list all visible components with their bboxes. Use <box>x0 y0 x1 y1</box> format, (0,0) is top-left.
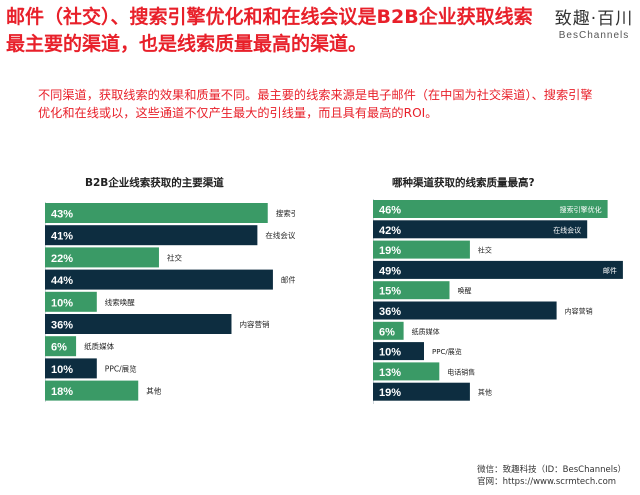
category-label-1-6: 纸质媒体 <box>412 327 440 336</box>
bar-1-0 <box>373 200 608 218</box>
footer: 微信：致趣科技（ID：BesChannels） 官网：https://www.s… <box>477 464 626 488</box>
category-label-0-5: 内容营销 <box>239 319 269 329</box>
value-label-0-7: 10% <box>51 364 73 376</box>
category-label-0-1: 在线会议 <box>265 230 295 240</box>
value-label-1-9: 19% <box>379 387 401 399</box>
category-label-0-0: 搜索引擎优化 <box>276 208 295 218</box>
value-label-1-5: 36% <box>379 306 401 318</box>
value-label-0-8: 18% <box>51 386 73 398</box>
value-label-1-0: 46% <box>379 205 401 217</box>
bar-0-6 <box>45 336 77 357</box>
bar-0-4 <box>45 291 97 312</box>
category-label-1-9: 其他 <box>478 388 492 397</box>
value-label-0-4: 10% <box>51 297 73 309</box>
value-label-0-5: 36% <box>51 320 73 332</box>
category-label-1-4: 唤醒 <box>458 286 472 295</box>
bar-0-0 <box>45 203 268 223</box>
chart-title-quality: 哪种渠道获取的线索质量最高? <box>392 177 535 189</box>
headline: 邮件（社交）、搜索引擎优化和和在线会议是B2B企业获取线索最主要的渠道，也是线索… <box>6 6 533 55</box>
category-label-0-4: 线索唤醒 <box>105 297 135 307</box>
category-label-0-6: 纸质媒体 <box>84 341 114 351</box>
value-label-0-0: 43% <box>51 209 73 221</box>
bar-1-3 <box>373 260 623 279</box>
value-label-1-1: 42% <box>379 225 401 237</box>
category-label-1-2: 社交 <box>478 246 492 255</box>
bar-1-2 <box>373 240 470 259</box>
category-label-0-8: 其他 <box>146 386 161 396</box>
bar-0-7 <box>45 358 97 379</box>
value-label-1-6: 6% <box>379 326 395 338</box>
chart-quality: 46% 搜索引擎优化 42% 在线会议 19% 社交 49% 邮件 15% 唤醒 36% 内容营销 6%… <box>373 199 623 404</box>
bar-1-4 <box>373 281 450 300</box>
bar-0-3 <box>45 269 273 290</box>
chart-title-channels: B2B企业线索获取的主要渠道 <box>85 177 224 189</box>
brand-name: 致趣·百川 <box>554 9 634 29</box>
bar-1-5 <box>373 301 557 320</box>
bar-0-1 <box>45 225 258 246</box>
value-label-0-2: 22% <box>51 253 73 265</box>
value-label-1-8: 13% <box>379 367 401 379</box>
value-label-1-7: 10% <box>379 347 401 359</box>
category-label-0-2: 社交 <box>167 252 182 262</box>
value-label-0-3: 44% <box>51 275 73 287</box>
bar-1-7 <box>373 342 424 361</box>
value-label-0-6: 6% <box>51 342 67 354</box>
category-label-0-3: 邮件 <box>281 275 295 285</box>
value-label-1-4: 15% <box>379 286 401 298</box>
brand-logo: 致趣·百川 BesChannels <box>552 8 636 41</box>
bar-0-2 <box>45 247 159 268</box>
category-label-1-5: 内容营销 <box>565 307 593 316</box>
footer-website: 官网：https://www.scrmtech.com <box>477 477 617 487</box>
brand-name-en: BesChannels <box>558 30 630 41</box>
chart-channels: 43% 搜索引擎优化 41% 在线会议 22% 社交 44% 邮件 10% 线索唤醒 36% 内容营销… <box>45 202 295 402</box>
footer-wechat: 微信：致趣科技（ID：BesChannels） <box>477 465 626 475</box>
bar-1-8 <box>373 362 440 381</box>
category-label-0-7: PPC/展览 <box>105 363 137 373</box>
value-label-1-2: 19% <box>379 245 401 257</box>
bar-0-8 <box>45 380 139 401</box>
value-label-1-3: 49% <box>379 265 401 277</box>
category-label-1-3: 邮件 <box>603 266 617 275</box>
category-label-1-7: PPC/展览 <box>432 347 462 356</box>
value-label-0-1: 41% <box>51 231 73 243</box>
category-label-1-8: 电话销售 <box>447 367 475 376</box>
bar-1-1 <box>373 220 588 239</box>
category-label-1-0: 搜索引擎优化 <box>560 205 602 214</box>
bar-0-5 <box>45 314 232 334</box>
category-label-1-1: 在线会议 <box>553 225 581 234</box>
intro-text: 不同渠道，获取线索的效果和质量不同。最主要的线索来源是电子邮件（在中国为社交渠道… <box>38 88 593 120</box>
bar-1-6 <box>373 321 404 340</box>
bar-1-9 <box>373 382 470 401</box>
